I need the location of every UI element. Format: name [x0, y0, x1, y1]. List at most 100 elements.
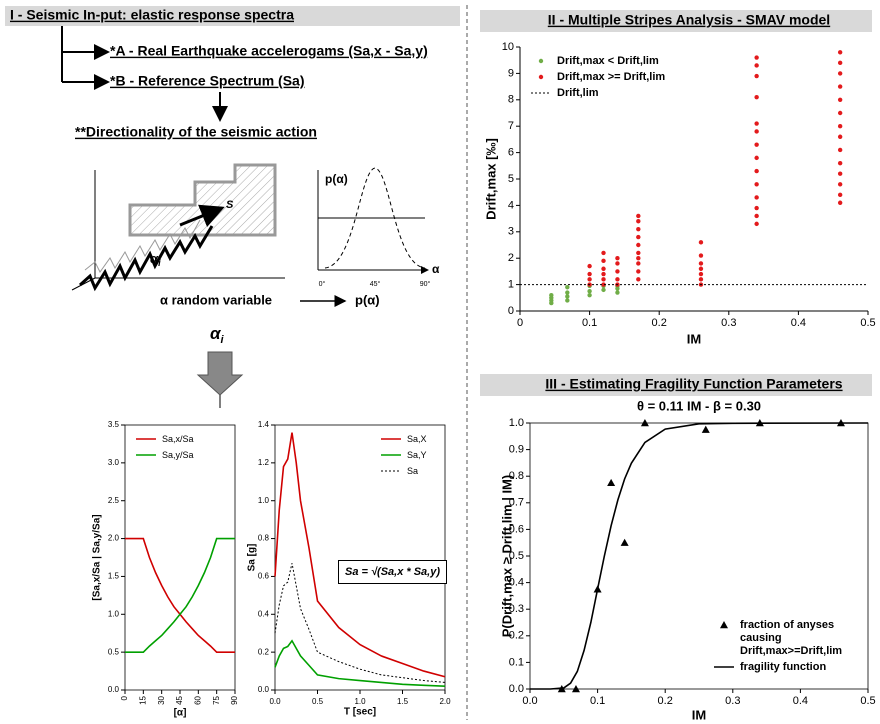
point: [565, 290, 570, 295]
point: [565, 285, 570, 290]
point: [636, 269, 641, 274]
item-a: *A - Real Earthquake accelerogams (Sa,x …: [110, 43, 428, 59]
y-tick-label: 0.0: [258, 685, 270, 694]
point: [754, 155, 759, 161]
y-tick-label: 0.2: [258, 647, 270, 656]
point: [615, 256, 620, 261]
point: [601, 266, 606, 271]
point: [565, 294, 570, 299]
random-variable: α random variable: [160, 292, 272, 307]
y-tick-label: 0.0: [509, 683, 524, 695]
legend-entry: Sa,X: [380, 433, 440, 446]
y-tick-label: 2.5: [108, 496, 120, 505]
y-tick-label: 10: [502, 41, 514, 53]
y-tick-label: 0.7: [509, 497, 524, 509]
x-tick-label: 0: [120, 695, 129, 700]
y-axis-title: Sa [g]: [247, 544, 258, 572]
y-tick-label: 1: [508, 279, 514, 291]
wave: [84, 219, 201, 273]
y-tick-label: 0.8: [258, 534, 270, 543]
point: [754, 168, 759, 174]
point: [636, 226, 641, 232]
x-tick-label: 30: [157, 695, 166, 704]
y-tick-label: 9: [508, 67, 514, 79]
y-tick-label: 1.5: [108, 572, 120, 581]
point: [587, 277, 592, 282]
point: [636, 242, 641, 248]
item-b: *B - Reference Spectrum (Sa): [110, 73, 305, 89]
point: [601, 250, 606, 256]
point: [837, 71, 843, 76]
x-tick-label: 75: [212, 695, 221, 704]
legend-entry: fraction of anyses causing Drift,max>=Dr…: [713, 619, 863, 658]
y-tick-label: 7: [508, 120, 514, 132]
point: [837, 200, 843, 205]
y-tick-label: 5: [508, 173, 514, 185]
legend-swatch: [714, 666, 734, 668]
alpha-axis-label: α: [432, 262, 440, 276]
point: [601, 287, 606, 293]
y-tick-label: 1.2: [258, 458, 270, 467]
point: [698, 271, 704, 277]
y-tick-label: 2.0: [108, 534, 120, 543]
x-tick-label: 2.0: [439, 697, 451, 706]
point: [754, 73, 759, 79]
point: [754, 121, 759, 126]
legend-entry: fragility function: [713, 661, 863, 674]
y-tick-label: 0.2: [509, 630, 524, 642]
y-tick-label: 2: [508, 252, 514, 264]
point: [636, 277, 641, 282]
point: [837, 110, 843, 116]
legend-swatch: [538, 74, 544, 80]
point: [587, 289, 592, 294]
x-tick-label: 1.5: [397, 697, 409, 706]
x-axis-title: IM: [687, 331, 701, 346]
y-tick-label: 0.8: [509, 470, 524, 482]
legend-entry: Sa,x/Sa: [135, 433, 230, 446]
legend-label: Sa,Y: [407, 450, 427, 460]
legend-entry: Sa,Y: [380, 449, 440, 462]
big-arrow: [196, 351, 244, 396]
y-tick-label: 0.4: [258, 609, 270, 618]
legend-swatch: [136, 438, 156, 440]
legend-label: Drift,lim: [557, 87, 599, 99]
title-bar: [480, 10, 872, 32]
point: [549, 292, 554, 298]
legend-marker: [720, 621, 728, 629]
point: [636, 213, 641, 219]
point: [601, 258, 606, 264]
y-axis-title: P(Drift,max ≥ Drift,lim | IM): [499, 475, 514, 637]
point: [615, 261, 620, 266]
x-tick-label: 0.1: [590, 695, 605, 707]
alpha: α: [210, 324, 222, 343]
legend: fraction of anyses causing Drift,max>=Dr…: [713, 619, 863, 677]
point: [754, 129, 759, 134]
y-tick-label: 1.0: [108, 609, 120, 618]
y-tick-label: 3.5: [108, 420, 120, 429]
x-axis-title: IM: [692, 707, 706, 722]
point: [837, 84, 843, 89]
legend: Sa,x/Sa Sa,y/Sa: [135, 433, 230, 465]
legend-label: Sa,y/Sa: [162, 450, 194, 460]
x-tick-label: 0: [517, 317, 523, 329]
y-tick-label: 0: [508, 305, 514, 317]
bell-curve: [324, 167, 426, 269]
point: [754, 94, 759, 100]
point: [620, 538, 629, 546]
y-axis-title: [Sa,x/Sa | Sa,y/Sa]: [92, 514, 103, 600]
x-tick-label: 0.0: [522, 695, 537, 707]
alpha-sub: i: [158, 258, 161, 268]
x-tick-label: 0.3: [721, 317, 736, 329]
legend: Sa,X Sa,Y Sa: [380, 433, 440, 481]
y-tick-label: 0.3: [509, 603, 524, 615]
point: [636, 261, 641, 266]
legend-entry: Drift,lim: [530, 87, 750, 100]
point: [837, 182, 843, 187]
point: [698, 266, 704, 271]
y-tick-label: 1.4: [258, 420, 270, 429]
spectrum-shape: [128, 163, 277, 237]
point: [698, 277, 704, 282]
point: [615, 277, 620, 282]
x-tick-label: 0.2: [658, 695, 673, 707]
angle-tick: 90°: [420, 280, 431, 288]
